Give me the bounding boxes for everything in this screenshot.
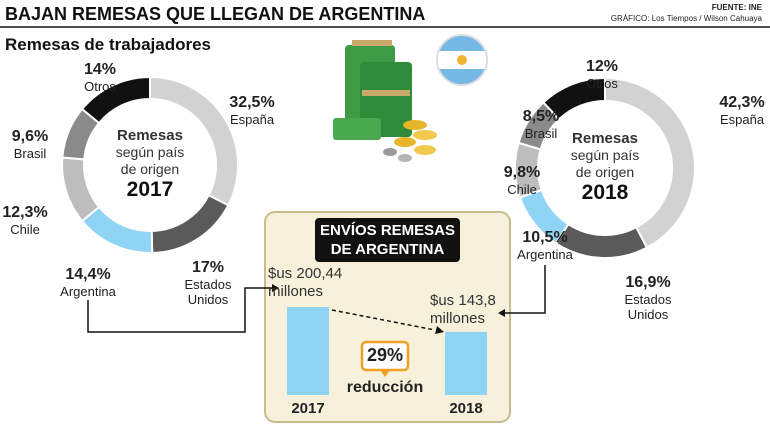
value-label: 32,5%: [229, 94, 275, 111]
value-label: 9,6%: [11, 128, 49, 145]
category-label: España: [719, 112, 765, 127]
value-label: 12,3%: [2, 204, 48, 221]
category-label: Brasil: [13, 146, 47, 161]
bar: [445, 331, 487, 395]
center-title: Remesas: [572, 130, 638, 147]
x-tick-label: 2017: [291, 400, 325, 417]
value-label: 17%: [191, 259, 225, 276]
category-label: Estados Unidos: [184, 277, 232, 307]
connector: [87, 287, 272, 333]
category-label: Chile: [507, 182, 537, 197]
value-label: 42,3%: [719, 94, 765, 111]
source: FUENTE: INE: [711, 3, 762, 12]
credit: GRÁFICO: Los Tiempos / Wilson Cahuaya: [610, 14, 762, 23]
category-label: Otros: [586, 76, 618, 91]
segment-label: 10,5% Argentina: [495, 228, 595, 262]
center-subtitle: según país de origen: [570, 147, 640, 180]
category-label: Estados Unidos: [624, 292, 672, 322]
connector: [505, 265, 546, 314]
money-illustration: [333, 40, 437, 162]
value-label: 16,9%: [625, 274, 671, 291]
center-subtitle: según país de origen: [115, 144, 185, 177]
value-label: 10,5%: [522, 229, 568, 246]
value-label: 14%: [83, 61, 117, 78]
value-label: 8,5%: [522, 108, 560, 125]
subtitle: Remesas de trabajadores: [5, 35, 211, 54]
trend-arrow: [331, 309, 436, 331]
category-label: Argentina: [517, 247, 573, 262]
annotation-pointer: [380, 370, 390, 377]
segment-label: 14,4% Argentina: [38, 265, 138, 299]
category-label: España: [229, 112, 275, 127]
segment-label: 9,8% Chile: [472, 163, 572, 197]
donut-center: Remesas según país de origen 2017: [100, 127, 200, 201]
donut-segment: [80, 75, 151, 125]
segment-label: 42,3% España: [692, 93, 770, 127]
category-label: Otros: [84, 79, 116, 94]
arrow-head: [498, 309, 505, 317]
arrow-head: [435, 326, 444, 334]
value-label: $us 200,44 millones: [268, 265, 343, 300]
annotation-text: reducción: [346, 379, 424, 396]
value-label: 14,4%: [65, 266, 111, 283]
segment-label: 8,5% Brasil: [491, 107, 591, 141]
segment-label: 32,5% España: [202, 93, 302, 127]
center-year: 2017: [126, 178, 174, 201]
donut-center: Remesas según país de origen 2018: [555, 130, 655, 204]
bar: [287, 307, 329, 395]
segment-label: 12% Otros: [552, 57, 652, 91]
segment-label: 14% Otros: [50, 60, 150, 94]
segment-label: 9,6% Brasil: [0, 127, 80, 161]
center-year: 2018: [581, 181, 629, 204]
segment-label: 12,3% Chile: [0, 203, 75, 237]
donut-segment: [150, 193, 230, 254]
donut-segment: [541, 76, 606, 121]
bar-title: ENVÍOS REMESAS DE ARGENTINA: [319, 222, 456, 258]
annotation: 29%: [366, 345, 404, 365]
x-tick-label: 2018: [449, 400, 483, 417]
bar-title-box: [315, 218, 460, 262]
category-label: Argentina: [60, 284, 116, 299]
value-label: 12%: [585, 58, 619, 75]
value-label: 9,8%: [503, 164, 541, 181]
argentina-flag: [436, 34, 488, 86]
segment-label: 17% Estados Unidos: [158, 258, 258, 307]
segment-label: 16,9% Estados Unidos: [598, 273, 698, 322]
category-label: Chile: [10, 222, 40, 237]
value-label: $us 143,8 millones: [430, 292, 496, 327]
arrow-head: [272, 284, 279, 292]
donut-segment: [80, 205, 154, 254]
category-label: Brasil: [524, 126, 558, 141]
title: BAJAN REMESAS QUE LLEGAN DE ARGENTINA: [5, 4, 426, 24]
center-title: Remesas: [117, 127, 183, 144]
